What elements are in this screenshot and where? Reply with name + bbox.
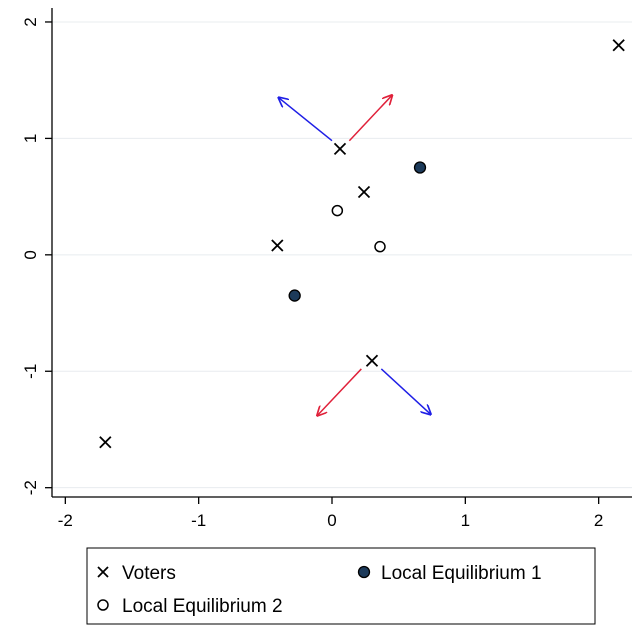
x-tick-label: -1	[191, 511, 206, 530]
x-tick-label: 2	[594, 511, 603, 530]
voter-point	[271, 239, 284, 252]
y-tick-label: 1	[21, 134, 40, 143]
legend-voters-marker	[97, 566, 109, 578]
axes	[51, 8, 632, 498]
voter-point	[612, 39, 625, 52]
equilibrium-2-point	[331, 204, 344, 217]
legend-box	[86, 547, 596, 625]
arrows	[279, 95, 431, 415]
x-tick-label: 0	[327, 511, 336, 530]
voter-point	[365, 354, 379, 367]
legend-eq2-label: Local Equilibrium 2	[122, 596, 283, 617]
equilibrium-1-point	[413, 161, 427, 174]
voter-point	[99, 436, 112, 449]
blue-arrow	[279, 98, 333, 142]
x-tick-label: 1	[461, 511, 470, 530]
equilibrium-2-point	[374, 240, 386, 253]
legend: Voters Local Equilibrium 1 Local Equilib…	[86, 547, 596, 625]
y-tick-label: 2	[21, 17, 40, 26]
ticks: -2 -1 0 1 2 -2 -1 0 1 2	[21, 17, 603, 530]
equilibrium-1-point	[288, 289, 301, 302]
legend-voters-label: Voters	[122, 563, 176, 584]
red-arrow	[317, 368, 362, 416]
blue-arrow	[380, 368, 430, 414]
voter-point	[357, 185, 371, 199]
y-tick-label: -1	[21, 364, 40, 379]
gridlines	[52, 21, 632, 489]
red-arrow	[348, 95, 392, 142]
legend-eq1-label: Local Equilibrium 1	[381, 563, 542, 584]
data-points	[99, 39, 625, 449]
y-tick-label: -2	[21, 480, 40, 495]
legend-eq2-marker	[97, 599, 109, 611]
y-tick-label: 0	[21, 250, 40, 259]
voter-point	[333, 142, 347, 156]
legend-eq1-marker	[357, 565, 371, 579]
x-tick-label: -2	[58, 511, 73, 530]
